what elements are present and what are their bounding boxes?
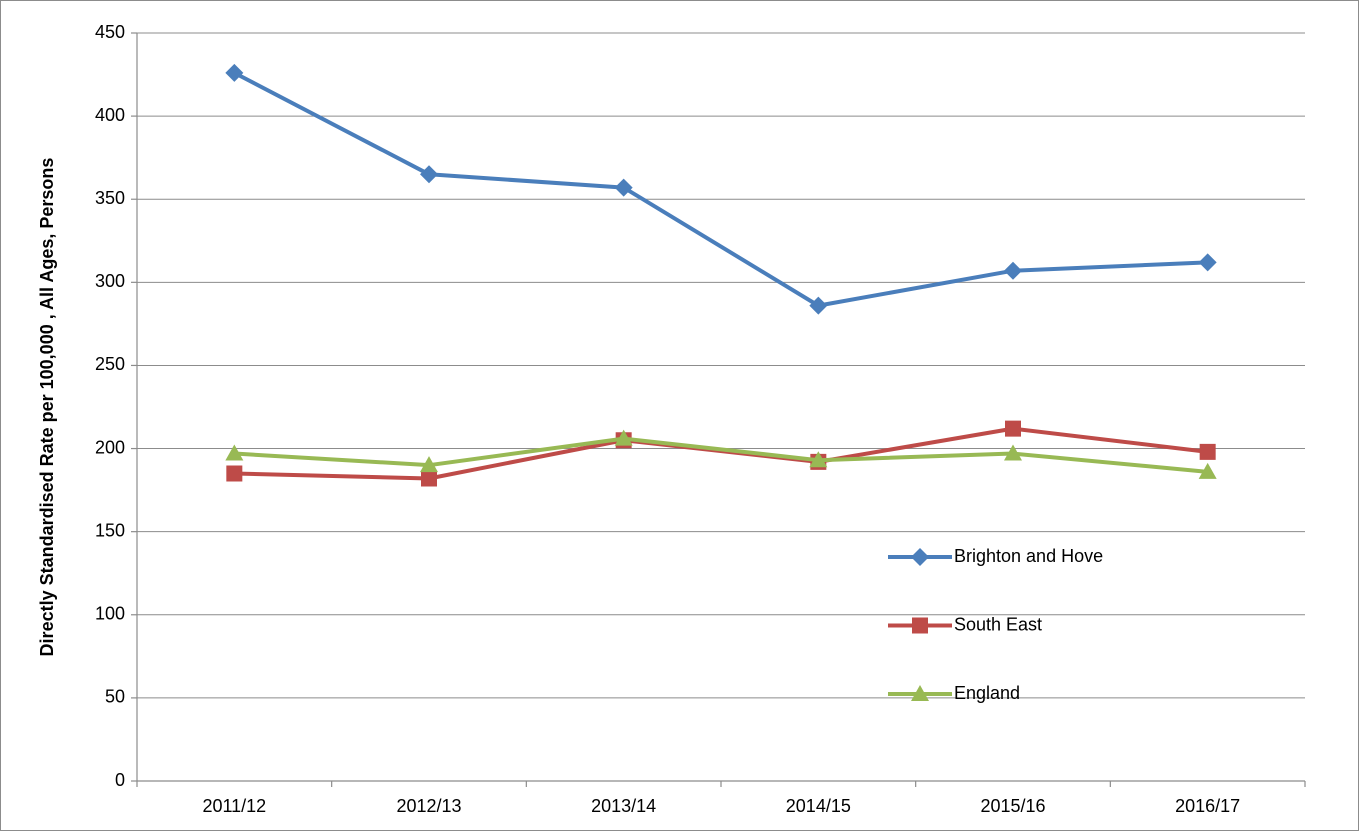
x-tick-label: 2015/16: [980, 796, 1045, 816]
data-point: [226, 465, 243, 482]
x-tick-label: 2012/13: [396, 796, 461, 816]
y-tick-label: 150: [95, 520, 125, 540]
data-point: [614, 429, 633, 446]
x-tick-label: 2011/12: [202, 796, 266, 816]
y-tick-label: 0: [115, 770, 125, 790]
data-point: [420, 456, 438, 473]
data-point: [614, 178, 633, 197]
data-point: [225, 63, 244, 82]
x-tick-label: 2013/14: [591, 796, 656, 816]
y-tick-label: 200: [95, 437, 125, 457]
legend-label: South East: [954, 614, 1042, 634]
y-tick-label: 50: [105, 687, 125, 707]
legend-marker: [911, 548, 929, 566]
legend-marker: [912, 617, 928, 634]
data-point: [1198, 462, 1217, 479]
legend-marker: [911, 685, 929, 701]
series-line: [233, 71, 1208, 308]
data-point: [225, 444, 244, 461]
data-point: [1198, 253, 1217, 272]
data-point: [1199, 443, 1216, 460]
data-point: [1004, 261, 1022, 280]
series-line: [234, 436, 1208, 474]
y-tick-label: 250: [95, 354, 125, 374]
legend-label: England: [954, 683, 1020, 703]
data-point: [421, 470, 437, 487]
y-tick-label: 300: [95, 271, 125, 291]
x-tick-label: 2014/15: [786, 796, 851, 816]
data-point: [809, 296, 828, 315]
y-tick-label: 450: [95, 22, 125, 42]
x-tick-label: 2016/17: [1175, 796, 1240, 816]
data-point: [420, 165, 438, 184]
y-tick-label: 400: [95, 105, 125, 125]
data-point: [1005, 420, 1021, 437]
legend-label: Brighton and Hove: [954, 546, 1103, 566]
y-tick-label: 100: [95, 604, 125, 624]
data-point: [809, 451, 828, 468]
y-tick-label: 350: [95, 188, 125, 208]
data-point: [1004, 444, 1022, 461]
y-axis-label: Directly Standardised Rate per 100,000 ,…: [37, 158, 57, 657]
